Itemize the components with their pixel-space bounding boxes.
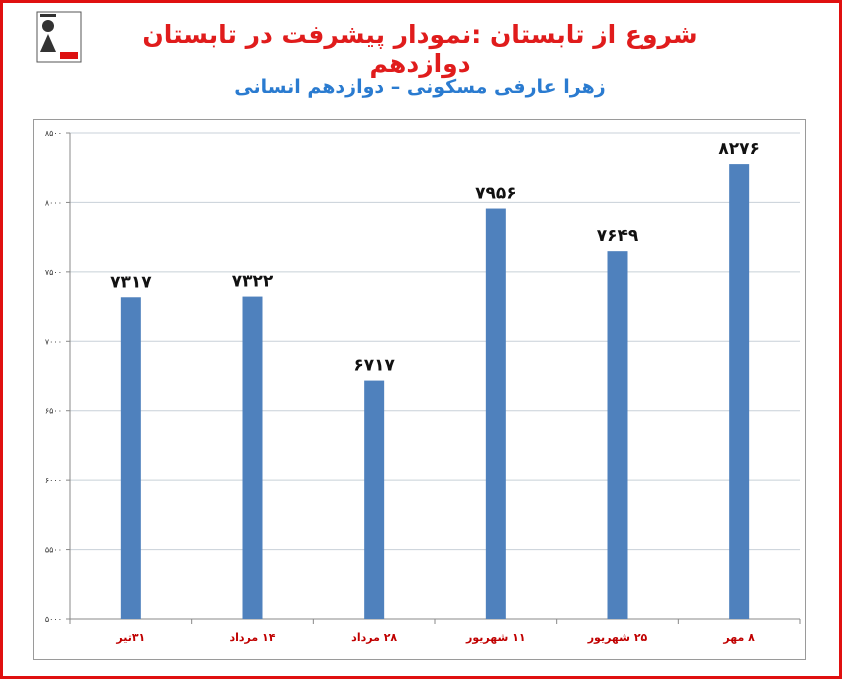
chart-area-border xyxy=(33,119,806,660)
data-label: ۷۳۱۷ xyxy=(110,272,152,292)
y-tick-label: ۶۵۰۰ xyxy=(45,407,62,416)
x-tick-label: ۸ مهر xyxy=(722,631,755,644)
x-tick-label: ۱۱ شهریور xyxy=(465,631,526,644)
x-tick-label: ۳۱تیر xyxy=(115,631,145,644)
data-label: ۷۳۲۲ xyxy=(232,272,274,292)
y-tick-label: ۷۵۰۰ xyxy=(45,268,62,277)
x-tick-label: ۱۴ مرداد xyxy=(230,631,276,644)
x-tick-label: ۲۵ شهریور xyxy=(587,631,648,644)
page-subtitle: زهرا عارفی مسکونی – دوازدهم انسانی xyxy=(234,76,606,98)
bar xyxy=(120,297,141,619)
data-label: ۷۶۴۹ xyxy=(597,226,639,246)
x-tick-label: ۲۸ مرداد xyxy=(351,631,397,644)
bar xyxy=(485,208,506,620)
y-tick-label: ۸۵۰۰ xyxy=(45,129,62,138)
data-label: ۸۲۷۶ xyxy=(718,139,760,159)
data-label: ۶۷۱۷ xyxy=(353,356,395,376)
y-tick-label: ۵۰۰۰ xyxy=(45,615,62,624)
bar xyxy=(729,164,750,619)
page-title: شروع از تابستان :نمودار پیشرفت در تابستا… xyxy=(142,20,698,78)
academy-logo-icon xyxy=(36,11,82,63)
bar xyxy=(364,380,385,619)
y-tick-label: ۸۰۰۰ xyxy=(45,198,62,207)
y-tick-label: ۵۵۰۰ xyxy=(45,546,62,555)
y-tick-label: ۶۰۰۰ xyxy=(45,476,62,485)
bar xyxy=(607,251,628,620)
y-tick-label: ۷۰۰۰ xyxy=(45,337,62,346)
bar xyxy=(242,296,263,619)
data-label: ۷۹۵۶ xyxy=(475,184,517,204)
